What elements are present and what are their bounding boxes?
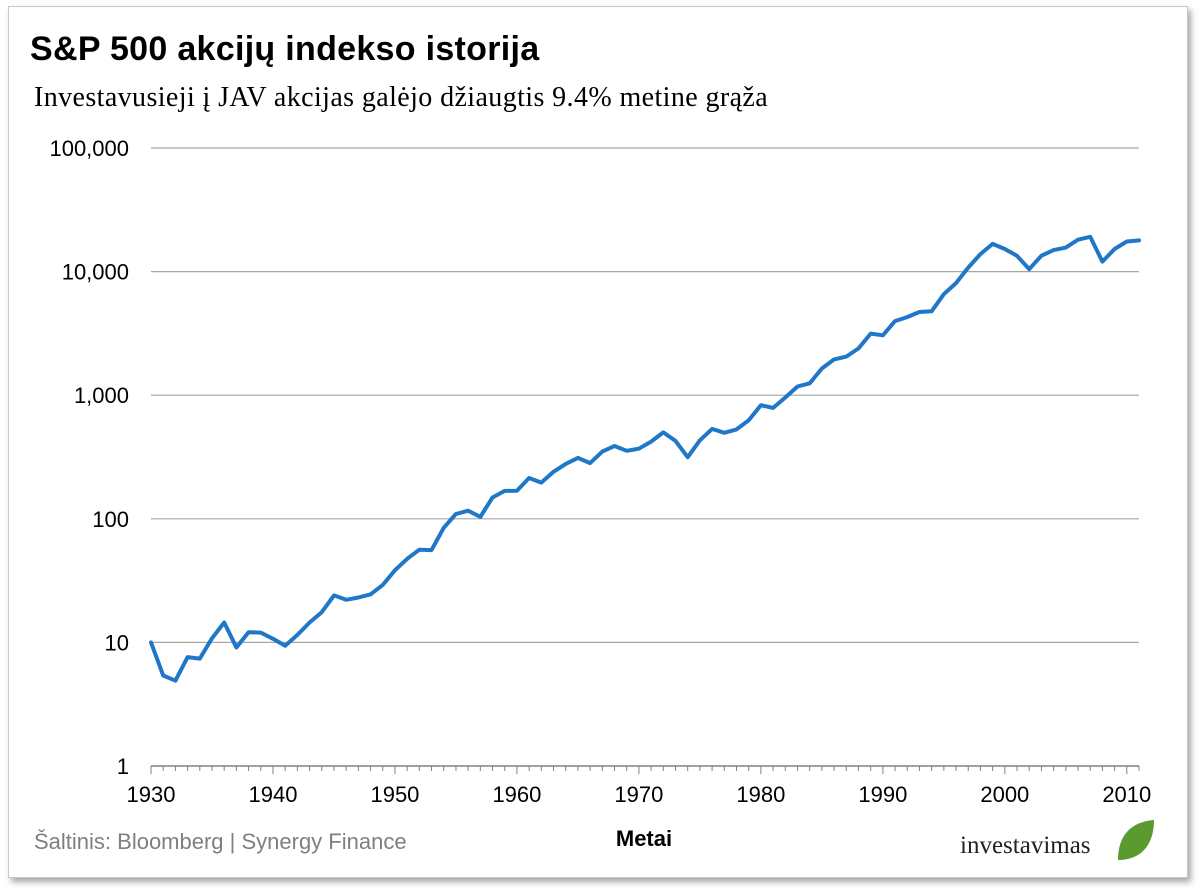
x-tick-label: 1940 bbox=[248, 782, 297, 807]
x-tick-label: 1960 bbox=[492, 782, 541, 807]
chart-title: S&P 500 akcijų indekso istorija bbox=[30, 30, 540, 68]
x-tick-label: 2010 bbox=[1102, 782, 1151, 807]
chart-frame bbox=[8, 6, 1188, 878]
y-tick-label: 10,000 bbox=[62, 260, 129, 285]
y-tick-label: 1,000 bbox=[74, 383, 129, 408]
y-tick-label: 100 bbox=[92, 507, 129, 532]
grid-lines bbox=[151, 147, 1139, 644]
chart-subtitle: Investavusieji į JAV akcijas galėjo džia… bbox=[34, 82, 769, 113]
x-tick-label: 2000 bbox=[980, 782, 1029, 807]
leaf-icon bbox=[1118, 820, 1154, 860]
y-tick-label: 10 bbox=[105, 630, 129, 655]
y-tick-label: 1 bbox=[117, 754, 129, 779]
brand-logo: investavimas.lt bbox=[960, 832, 1117, 860]
logo-tld: .lt bbox=[1092, 832, 1113, 859]
y-axis-ticks: 1 10 100 1,000 10,000 100,000 bbox=[49, 136, 129, 779]
logo-name: investavimas bbox=[960, 832, 1091, 859]
x-tick-label: 1950 bbox=[370, 782, 419, 807]
x-tick-label: 1990 bbox=[858, 782, 907, 807]
x-tick-label: 1970 bbox=[614, 782, 663, 807]
series-line bbox=[149, 234, 1141, 683]
source-note: Šaltinis: Bloomberg | Synergy Finance bbox=[34, 829, 407, 854]
x-axis-label: Metai bbox=[616, 826, 672, 851]
series-layer bbox=[149, 234, 1141, 683]
x-tick-label: 1930 bbox=[127, 782, 176, 807]
x-tick-label: 1980 bbox=[736, 782, 785, 807]
y-tick-label: 100,000 bbox=[49, 136, 129, 161]
x-axis: 1930 1940 1950 1960 1970 1980 1990 2000 2010 bbox=[127, 765, 1151, 807]
